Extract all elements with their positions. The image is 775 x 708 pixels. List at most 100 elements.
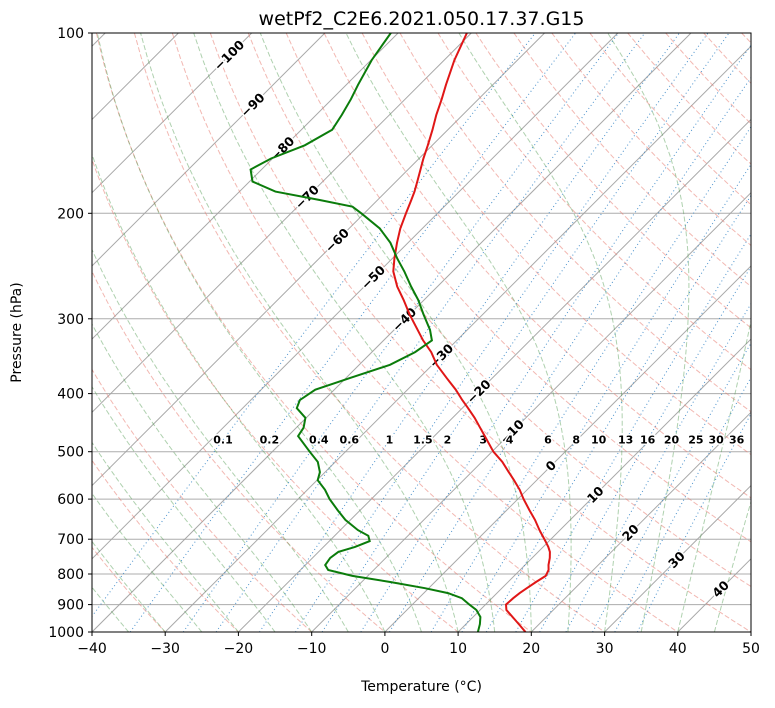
isotherm-line (677, 558, 751, 632)
y-tick-label: 600 (57, 492, 84, 508)
dry-adiabat-layer (92, 33, 751, 632)
isotherm-line (92, 33, 692, 632)
isotherm-line (530, 411, 751, 632)
dry-adiabat-line (247, 33, 751, 588)
moist-adiabat-line (96, 33, 422, 632)
y-tick-label: 1000 (48, 625, 84, 641)
x-tick-label: 20 (522, 641, 540, 657)
dry-adiabat-line (92, 270, 386, 632)
y-tick-label: 700 (57, 532, 84, 548)
dry-adiabat-line (627, 33, 751, 165)
y-tick-label: 500 (57, 445, 84, 461)
mixing-ratio-line (430, 125, 751, 632)
moist-adiabat-line (92, 540, 166, 632)
mixing-ratio-line (182, 33, 619, 632)
axes-layer: −40 −30 −20 −10 0 10 20 30 40 5010020030040050060… (48, 26, 760, 657)
dry-adiabat-line (665, 33, 751, 125)
mixing-ratio-line (614, 376, 751, 632)
mixing-ratio-label: 0.2 (260, 434, 280, 447)
plot-border (91, 32, 752, 633)
mixing-ratio-line (360, 44, 751, 632)
chart-title: wetPf2_C2E6.2021.050.17.37.G15 (259, 8, 585, 30)
moist-adiabat-line (677, 318, 751, 632)
y-tick-label: 300 (57, 312, 84, 328)
mixing-ratio-label: 25 (688, 434, 703, 447)
x-tick-label: 0 (380, 641, 389, 657)
dry-adiabat-line (209, 33, 751, 632)
moist-adiabat-line (92, 152, 386, 632)
mixing-ratio-label: 0.1 (213, 434, 233, 447)
mixing-ratio-label: 0.6 (340, 434, 360, 447)
y-tick-label: 400 (57, 387, 84, 403)
x-tick-label: 40 (669, 641, 687, 657)
dry-adiabat-line (399, 33, 751, 413)
moist-adiabat-line (92, 323, 313, 632)
moist-adiabat-line (92, 385, 276, 632)
isotherm-line (238, 118, 751, 632)
isotherm-line (604, 484, 751, 632)
mixing-ratio-line (259, 33, 680, 632)
x-tick-label: −30 (150, 641, 180, 657)
x-tick-label: −10 (297, 641, 327, 657)
dry-adiabat-line (92, 546, 166, 632)
x-tick-label: −20 (224, 641, 254, 657)
isotherm-line (750, 631, 751, 632)
dry-adiabat-line (92, 158, 459, 632)
dry-adiabat-line (323, 33, 751, 499)
dry-adiabat-line (551, 33, 751, 247)
moist-adiabat-line (345, 33, 572, 632)
mixing-ratio-line (295, 33, 709, 632)
x-tick-label: 10 (449, 641, 467, 657)
temperature-curve (392, 33, 551, 632)
isotherm-line (384, 265, 751, 632)
dry-adiabat-line (361, 33, 751, 456)
isotherm-line (311, 191, 751, 632)
mixing-ratio-line (565, 302, 751, 632)
dry-adiabat-line (133, 33, 605, 632)
mixing-ratio-label: 4 (506, 434, 514, 447)
mixing-ratio-line (129, 33, 576, 632)
mixing-ratio-label: 36 (729, 434, 745, 447)
dry-adiabat-line (92, 368, 313, 632)
y-tick-label: 200 (57, 206, 84, 222)
x-tick-label: 30 (596, 641, 614, 657)
dry-adiabat-line (171, 33, 679, 632)
mixing-ratio-label: 2 (444, 434, 452, 447)
mixing-ratio-label: 0.4 (309, 434, 329, 447)
y-axis-label: Pressure (hPa) (9, 282, 25, 382)
moist-adiabat-line (140, 33, 459, 632)
moist-adiabat-line (750, 630, 751, 632)
dry-adiabat-line (475, 33, 751, 329)
mixing-ratio-label: 20 (664, 434, 680, 447)
mixing-ratio-line (515, 233, 751, 632)
mixing-ratio-layer (92, 33, 751, 632)
isotherm-line (164, 45, 751, 632)
mixing-ratio-label: 10 (591, 434, 607, 447)
mixing-ratio-label: 1.5 (413, 434, 433, 447)
isotherm-line (92, 33, 326, 267)
isotherm-line (92, 33, 619, 560)
pressure-grid-layer (92, 33, 751, 632)
sounding-profile-layer (249, 33, 551, 632)
mixing-ratio-label: 1 (386, 434, 394, 447)
mixing-ratio-label: 13 (618, 434, 633, 447)
dry-adiabat-line (741, 33, 751, 44)
mixing-ratio-line (215, 33, 646, 632)
moist-adiabat-line (92, 492, 203, 632)
moist-adiabat-line (193, 33, 496, 632)
moist-adiabat-line (92, 586, 129, 632)
x-axis-label: Temperature (°C) (360, 679, 482, 695)
moist-adiabat-line (259, 33, 532, 632)
y-tick-label: 100 (57, 26, 84, 42)
isotherm-label: −100 (211, 37, 248, 74)
isotherm-line (457, 338, 751, 632)
moist-adiabat-line (92, 248, 349, 632)
moist-adiabat-line (458, 33, 623, 632)
isotherm-line (92, 33, 472, 414)
dry-adiabat-line (285, 33, 751, 543)
isotherm-line (92, 33, 399, 340)
moist-adiabat-line (607, 33, 690, 632)
y-tick-label: 800 (57, 567, 84, 583)
